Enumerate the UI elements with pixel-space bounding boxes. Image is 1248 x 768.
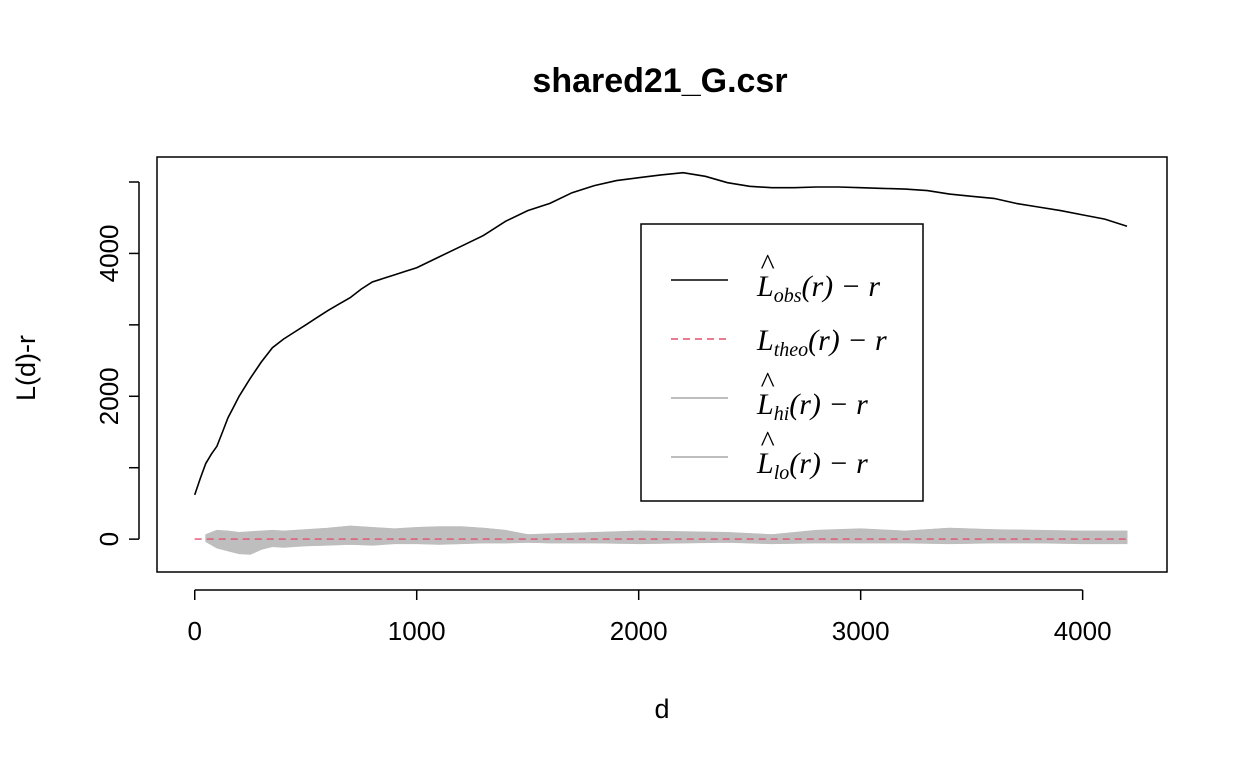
legend-entry-lo: ^ Llo(r) − r (671, 425, 868, 484)
envelope-band (205, 525, 1128, 555)
series-line-lo (205, 540, 1127, 555)
series-line-obs (193, 171, 1128, 496)
legend-hat-lo: ^ (760, 425, 775, 458)
y-tick-label-4: 4000 (94, 225, 124, 283)
x-tick-label-3: 3000 (832, 616, 890, 646)
x-tick-label-0: 0 (188, 616, 202, 646)
y-tick-label-0: 0 (94, 532, 124, 546)
plot-frame (156, 156, 1168, 573)
legend-label-theo: Ltheo(r) − r (756, 324, 887, 361)
legend-entry-theo: Ltheo(r) − r (671, 324, 887, 361)
legend-label-lo: Llo(r) − r (756, 447, 868, 484)
series-line-hi (205, 525, 1127, 536)
legend-hat-obs: ^ (760, 248, 775, 281)
legend-entry-hi: ^ Lhi(r) − r (671, 366, 868, 425)
legend-entry-obs: ^ Lobs(r) − r (671, 248, 880, 307)
axes: 0 1000 2000 3000 4000 0 2000 4000 (94, 181, 1112, 646)
x-tick-label-2: 2000 (610, 616, 668, 646)
x-axis-label: d (654, 694, 669, 724)
chart-title: shared21_G.csr (532, 62, 787, 100)
legend-box (640, 223, 924, 502)
legend-label-hi: Lhi(r) − r (756, 388, 868, 425)
plot-area (193, 171, 1128, 555)
x-tick-label-1: 1000 (388, 616, 446, 646)
legend: ^ Lobs(r) − r Ltheo(r) − r ^ Lhi(r) − r … (640, 223, 924, 502)
legend-hat-hi: ^ (760, 366, 775, 399)
y-axis-label: L(d)-r (11, 335, 41, 401)
legend-label-obs: Lobs(r) − r (756, 270, 880, 307)
y-tick-label-2: 2000 (94, 367, 124, 425)
x-tick-label-4: 4000 (1054, 616, 1112, 646)
